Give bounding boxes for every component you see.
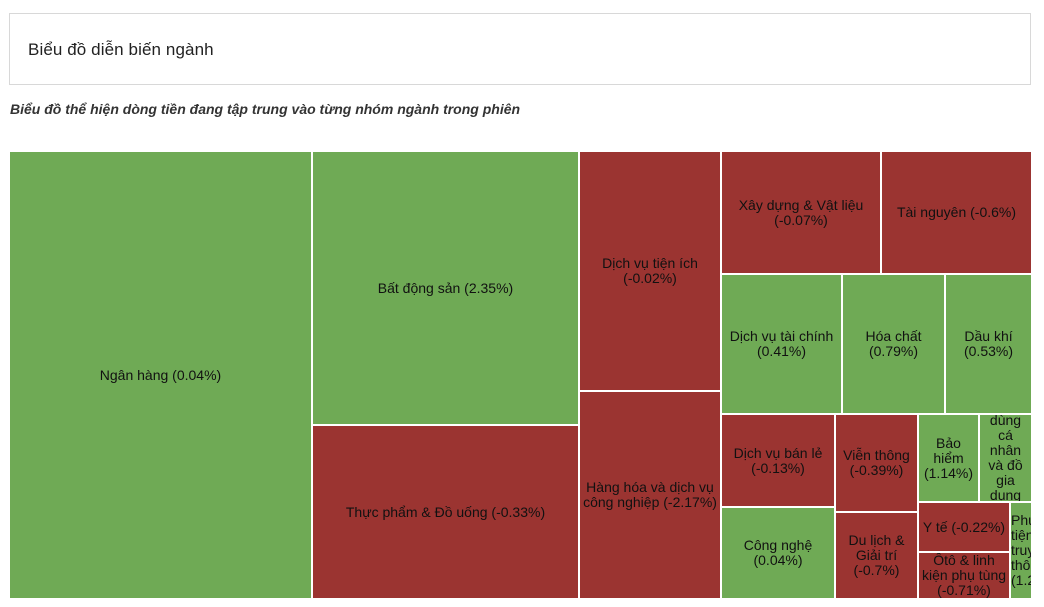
tile-label: Phương tiện truyền thông (1.2 <box>1011 512 1032 588</box>
tile-hoa-chat[interactable]: Hóa chất (0.79%) <box>842 274 945 414</box>
tile-dich-vu-tai-chinh[interactable]: Dịch vụ tài chính (0.41%) <box>721 274 842 414</box>
tile-dich-vu-tien-ich[interactable]: Dịch vụ tiện ích (-0.02%) <box>579 151 721 391</box>
tile-bao-hiem[interactable]: Bảo hiểm (1.14%) <box>918 414 979 502</box>
tile-oto-linh-kien[interactable]: Ôtô & linh kiện phụ tùng (-0.71%) <box>918 552 1010 599</box>
tile-bat-dong-san[interactable]: Bất động sản (2.35%) <box>312 151 579 425</box>
tile-dau-khi[interactable]: Dầu khí (0.53%) <box>945 274 1032 414</box>
tile-label: Thực phẩm & Đồ uống (-0.33%) <box>345 503 546 520</box>
sector-treemap: Ngân hàng (0.04%) Bất động sản (2.35%) T… <box>9 151 1032 599</box>
tile-label: Bất động sản (2.35%) <box>377 279 514 296</box>
tile-label: Dầu khí (0.53%) <box>963 328 1014 359</box>
tile-thuc-pham-do-uong[interactable]: Thực phẩm & Đồ uống (-0.33%) <box>312 425 579 599</box>
tile-hang-hoa-dich-vu-cong-nghiep[interactable]: Hàng hóa và dịch vụ công nghiệp (-2.17%) <box>579 391 721 599</box>
tile-label: Bảo hiểm (1.14%) <box>923 434 974 481</box>
tile-phuong-tien-truyen-thong[interactable]: Phương tiện truyền thông (1.2 <box>1010 502 1032 599</box>
tile-label: Hàng hóa và dịch vụ công nghiệp (-2.17%) <box>583 479 717 510</box>
tile-y-te[interactable]: Y tế (-0.22%) <box>918 502 1010 552</box>
tile-tai-nguyen[interactable]: Tài nguyên (-0.6%) <box>881 151 1032 274</box>
chart-header-panel: Biểu đồ diễn biến ngành <box>9 13 1031 85</box>
tile-du-lich-giai-tri[interactable]: Du lịch & Giải trí (-0.7%) <box>835 512 918 599</box>
tile-label: Xây dựng & Vật liệu (-0.07%) <box>738 196 864 228</box>
tile-ngan-hang[interactable]: Ngân hàng (0.04%) <box>9 151 312 599</box>
tile-cong-nghe[interactable]: Công nghệ (0.04%) <box>721 507 835 599</box>
tile-label: Đồ dùng cá nhân và đồ gia dụng (1.5%) <box>988 414 1023 502</box>
tile-label: Viễn thông (-0.39%) <box>843 447 910 478</box>
tile-label: Dịch vụ tài chính (0.41%) <box>729 328 834 359</box>
chart-subtitle: Biểu đồ thể hiện dòng tiền đang tập trun… <box>10 101 521 117</box>
tile-label: Công nghệ (0.04%) <box>743 537 813 568</box>
tile-label: Du lịch & Giải trí (-0.7%) <box>848 532 905 578</box>
tile-xay-dung-vat-lieu[interactable]: Xây dựng & Vật liệu (-0.07%) <box>721 151 881 274</box>
tile-label: Y tế (-0.22%) <box>922 518 1006 535</box>
tile-do-dung-ca-nhan[interactable]: Đồ dùng cá nhân và đồ gia dụng (1.5%) <box>979 414 1032 502</box>
tile-label: Dịch vụ bán lẻ (-0.13%) <box>733 444 823 476</box>
tile-dich-vu-ban-le[interactable]: Dịch vụ bán lẻ (-0.13%) <box>721 414 835 507</box>
tile-label: Tài nguyên (-0.6%) <box>896 204 1017 220</box>
page-title: Biểu đồ diễn biến ngành <box>28 40 214 59</box>
tile-label: Ôtô & linh kiện phụ tùng (-0.71%) <box>921 552 1007 598</box>
tile-label: Ngân hàng (0.04%) <box>99 366 222 383</box>
tile-label: Dịch vụ tiện ích (-0.02%) <box>602 255 698 286</box>
tile-vien-thong[interactable]: Viễn thông (-0.39%) <box>835 414 918 512</box>
tile-label: Hóa chất (0.79%) <box>865 328 922 359</box>
